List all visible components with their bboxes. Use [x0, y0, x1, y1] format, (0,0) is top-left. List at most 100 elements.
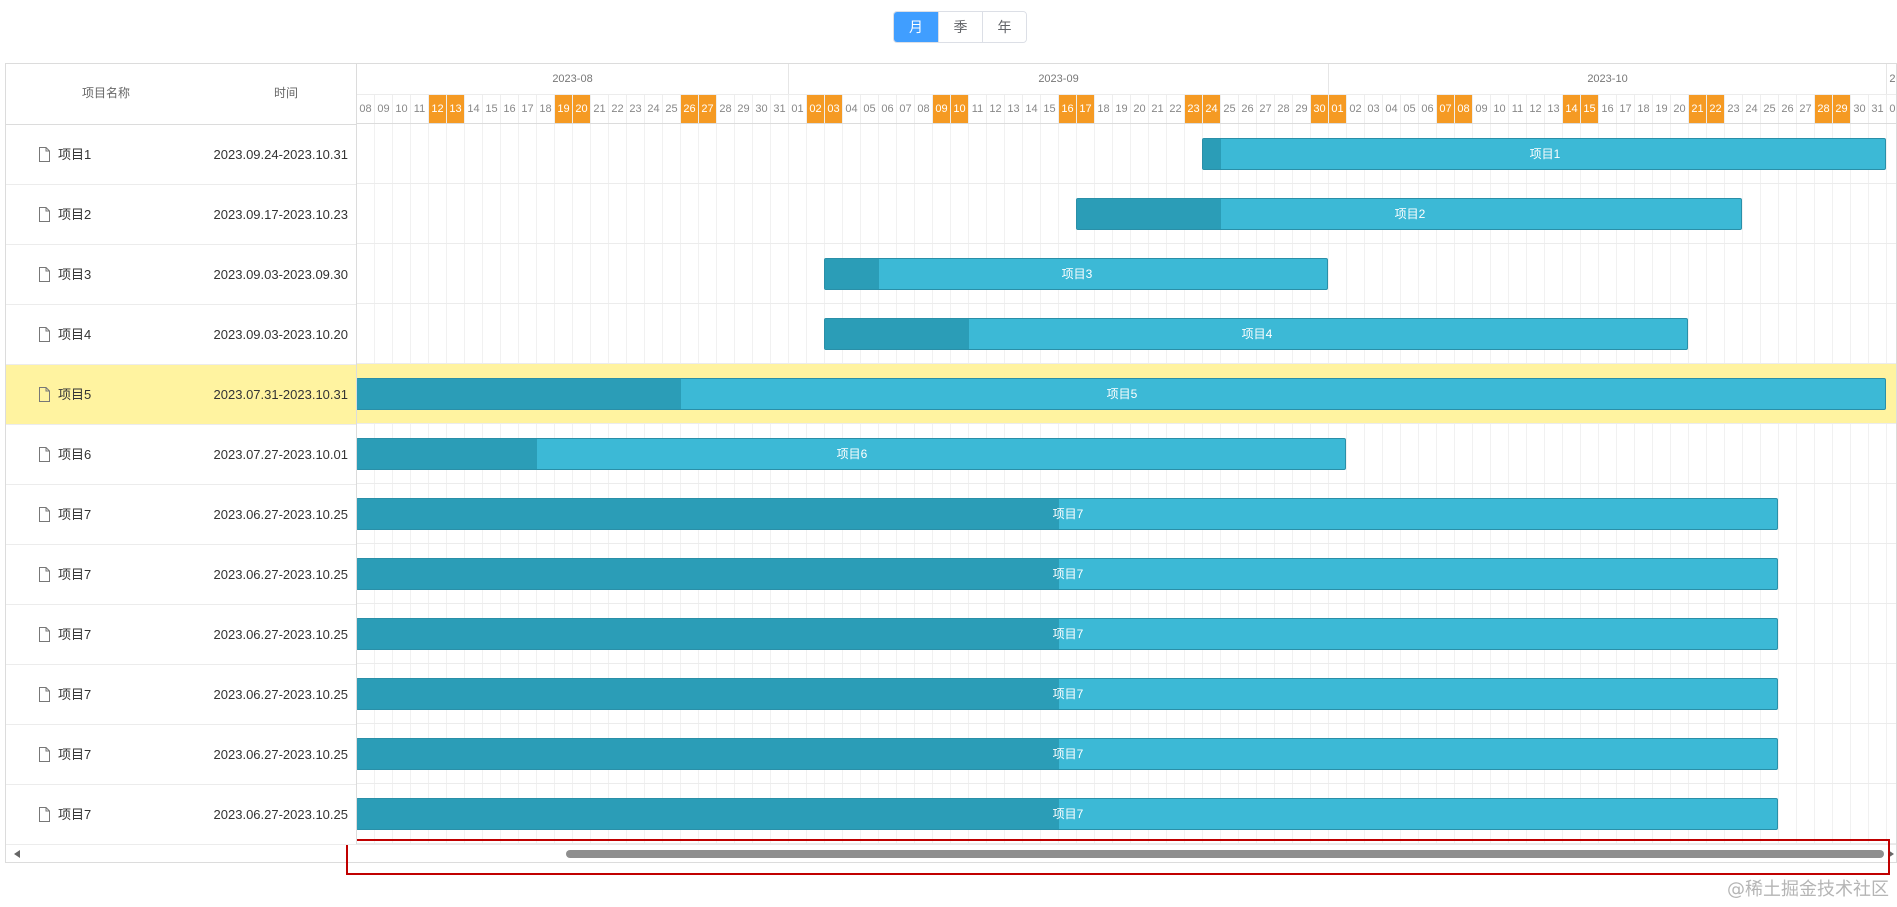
task-bar-progress	[357, 379, 681, 409]
task-name: 项目1	[58, 147, 92, 162]
grid-line	[1760, 124, 1761, 844]
arrow-left-icon[interactable]	[14, 850, 20, 858]
day-label: 09	[374, 95, 392, 123]
task-time: 2023.06.27-2023.10.25	[213, 507, 348, 522]
grid-line	[1526, 124, 1527, 844]
task-bar-progress	[357, 499, 1059, 529]
task-bar-label: 项目5	[1106, 387, 1138, 401]
file-icon	[39, 387, 50, 402]
scrollbar-thumb[interactable]	[566, 850, 1884, 858]
day-label: 25	[1220, 95, 1238, 123]
task-time: 2023.06.27-2023.10.25	[213, 747, 348, 762]
grid-line	[878, 124, 879, 844]
task-bar[interactable]: 项目3	[824, 258, 1328, 290]
grid-line	[1544, 124, 1545, 844]
grid-line	[860, 124, 861, 844]
grid-line	[1472, 124, 1473, 844]
grid-line	[644, 124, 645, 844]
grid-line	[662, 124, 663, 844]
task-time: 2023.09.17-2023.10.23	[213, 207, 348, 222]
grid-line	[770, 124, 771, 844]
task-name: 项目7	[58, 687, 92, 702]
arrow-right-icon[interactable]	[1888, 850, 1894, 858]
task-bar-label: 项目7	[1052, 807, 1084, 821]
day-label: 14	[1562, 95, 1580, 123]
day-label: 19	[1112, 95, 1130, 123]
task-bar-label: 项目6	[836, 447, 868, 461]
day-label: 19	[554, 95, 572, 123]
file-icon	[39, 687, 50, 702]
grid-line	[1328, 124, 1329, 844]
task-row[interactable]: 项目4 2023.09.03-2023.10.20	[6, 305, 356, 365]
horizontal-scrollbar[interactable]	[6, 844, 1896, 862]
task-row[interactable]: 项目7 2023.06.27-2023.10.25	[6, 725, 356, 785]
task-bar[interactable]: 项目7	[356, 738, 1778, 770]
task-time: 2023.07.27-2023.10.01	[213, 447, 348, 462]
task-name: 项目4	[58, 327, 92, 342]
task-bar[interactable]: 项目1	[1202, 138, 1886, 170]
day-label: 05	[1400, 95, 1418, 123]
task-name: 项目7	[58, 807, 92, 822]
task-row[interactable]: 项目5 2023.07.31-2023.10.31	[6, 365, 356, 425]
task-row[interactable]: 项目2 2023.09.17-2023.10.23	[6, 185, 356, 245]
task-row[interactable]: 项目1 2023.09.24-2023.10.31	[6, 125, 356, 185]
grid-line	[1616, 124, 1617, 844]
grid-line	[1166, 124, 1167, 844]
day-label: 12	[1526, 95, 1544, 123]
task-name: 项目7	[58, 507, 92, 522]
task-row[interactable]: 项目7 2023.06.27-2023.10.25	[6, 665, 356, 725]
day-label: 25	[662, 95, 680, 123]
view-year-button[interactable]: 年	[982, 12, 1026, 42]
task-bar[interactable]: 项目7	[356, 498, 1778, 530]
task-bar[interactable]: 项目2	[1076, 198, 1742, 230]
task-row[interactable]: 项目7 2023.06.27-2023.10.25	[6, 605, 356, 665]
task-row[interactable]: 项目3 2023.09.03-2023.09.30	[6, 245, 356, 305]
task-bar[interactable]: 项目7	[356, 618, 1778, 650]
day-label: 10	[392, 95, 410, 123]
timeline-row	[356, 424, 1896, 484]
task-row[interactable]: 项目6 2023.07.27-2023.10.01	[6, 425, 356, 485]
grid-line	[1112, 124, 1113, 844]
day-label: 26	[1238, 95, 1256, 123]
grid-line	[1508, 124, 1509, 844]
grid-line	[1778, 124, 1779, 844]
timeline-row	[356, 304, 1896, 364]
task-name: 项目7	[58, 747, 92, 762]
column-header-name: 项目名称	[81, 86, 130, 100]
task-bar-label: 项目7	[1052, 687, 1084, 701]
task-bar-progress	[825, 259, 879, 289]
file-icon	[39, 567, 50, 582]
grid-line	[1058, 124, 1059, 844]
task-bar[interactable]: 项目5	[356, 378, 1886, 410]
task-bar[interactable]: 项目4	[824, 318, 1688, 350]
day-label: 07	[1436, 95, 1454, 123]
day-label: 20	[572, 95, 590, 123]
day-label: 01	[1328, 95, 1346, 123]
task-bar[interactable]: 项目7	[356, 678, 1778, 710]
task-row[interactable]: 项目7 2023.06.27-2023.10.25	[6, 785, 356, 845]
grid-line	[608, 124, 609, 844]
month-label: 2023-09	[788, 64, 1328, 94]
task-row[interactable]: 项目7 2023.06.27-2023.10.25	[6, 485, 356, 545]
grid-line	[464, 124, 465, 844]
task-row[interactable]: 项目7 2023.06.27-2023.10.25	[6, 545, 356, 605]
timeline-row	[356, 244, 1896, 304]
task-name: 项目5	[58, 387, 92, 402]
day-label: 06	[1418, 95, 1436, 123]
task-bar[interactable]: 项目7	[356, 558, 1778, 590]
timeline-row	[356, 664, 1896, 724]
view-quarter-button[interactable]: 季	[938, 12, 982, 42]
view-month-button[interactable]: 月	[894, 12, 938, 42]
task-bar[interactable]: 项目6	[356, 438, 1346, 470]
task-bar[interactable]: 项目7	[356, 798, 1778, 830]
day-label: 25	[1760, 95, 1778, 123]
day-label: 06	[878, 95, 896, 123]
day-label: 08	[914, 95, 932, 123]
grid-line	[1202, 124, 1203, 844]
grid-line	[698, 124, 699, 844]
task-bar-progress	[1203, 139, 1221, 169]
grid-line	[734, 124, 735, 844]
day-label: 23	[626, 95, 644, 123]
day-label: 16	[1058, 95, 1076, 123]
grid-line	[518, 124, 519, 844]
